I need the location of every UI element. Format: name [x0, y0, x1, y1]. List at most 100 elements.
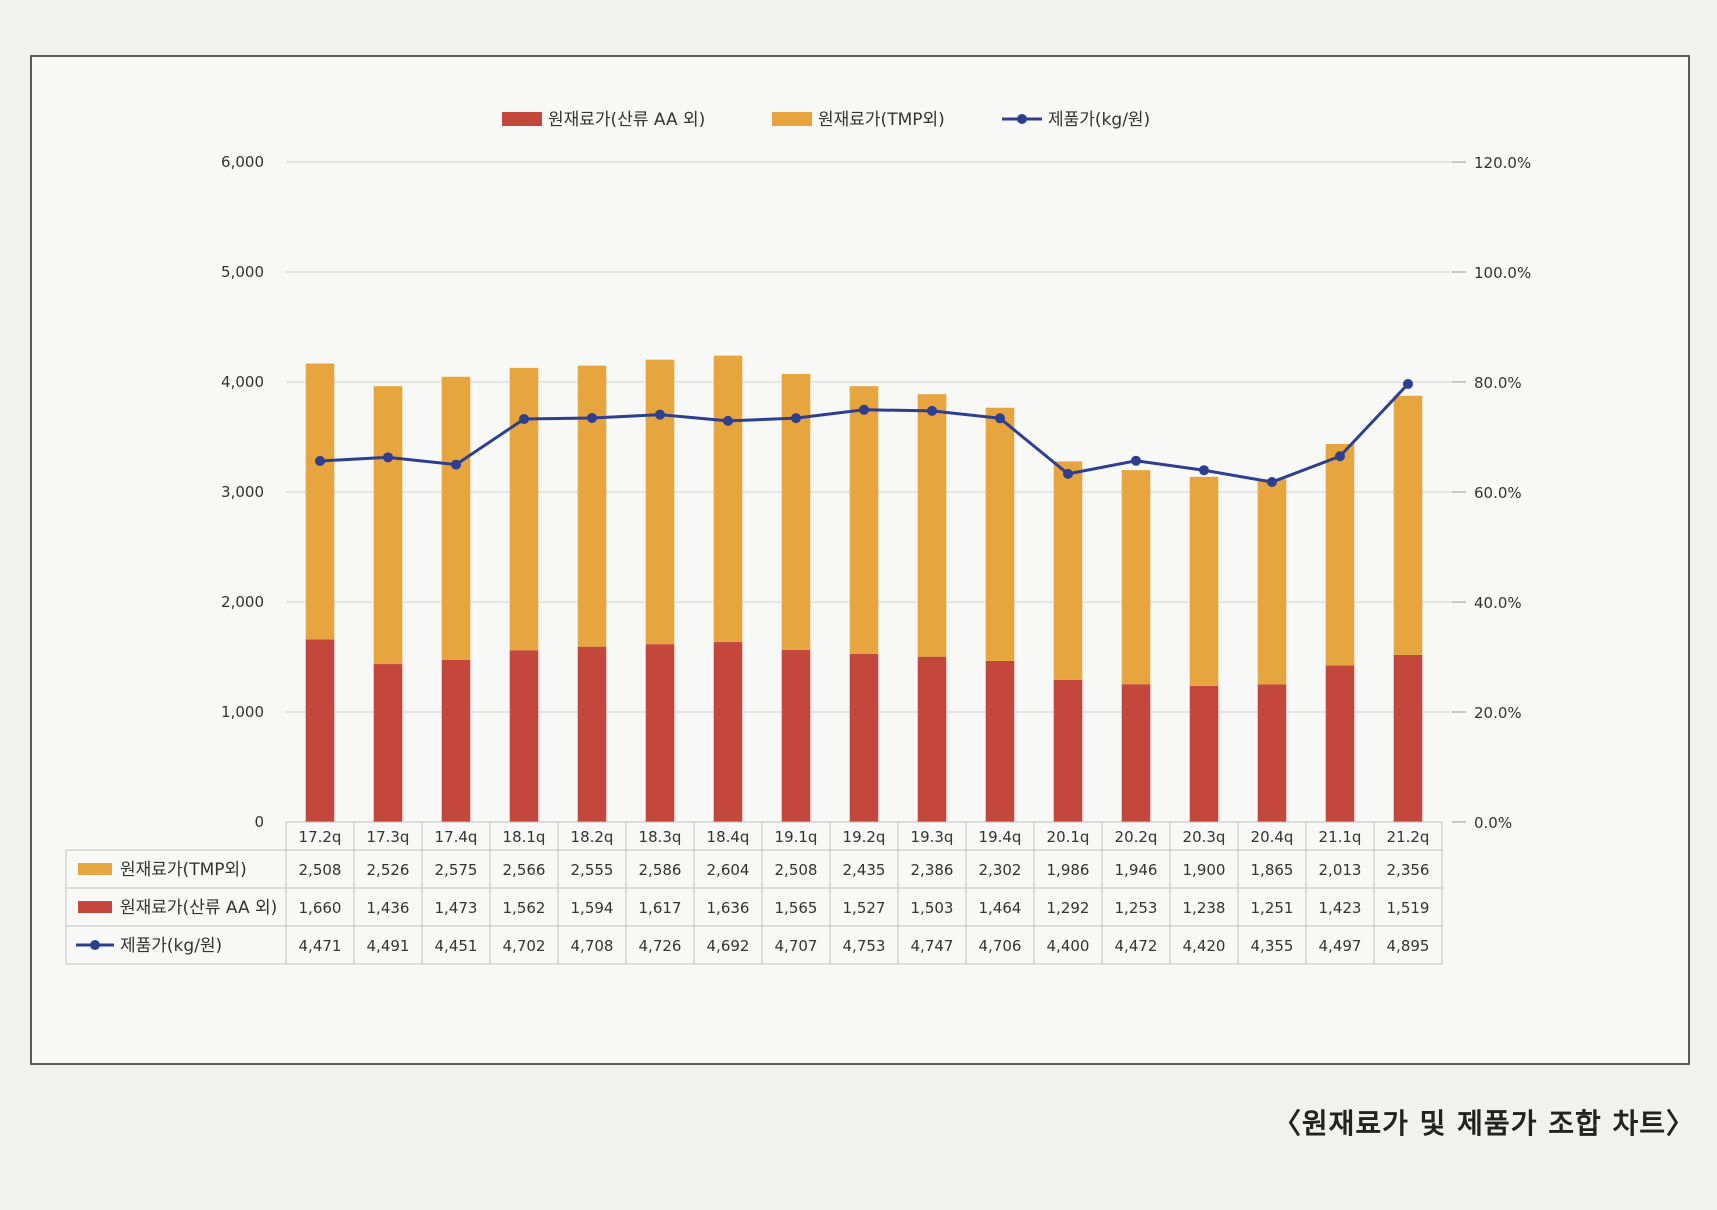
table-cell-value: 1,946 [1115, 861, 1158, 879]
y-right-tick-label: 100.0% [1474, 264, 1531, 282]
y-left-tick-label: 1,000 [221, 703, 264, 721]
price-point [1199, 465, 1209, 476]
price-point [519, 414, 529, 425]
bar-segment [441, 376, 471, 660]
bar-segment [305, 363, 335, 640]
y-right-tick-label: 40.0% [1474, 594, 1522, 612]
table-cell-value: 4,895 [1387, 937, 1430, 955]
table-cell-value: 1,636 [707, 899, 750, 917]
table-cell-value: 1,436 [367, 899, 410, 917]
table-cell-value: 4,692 [707, 937, 750, 955]
y-right-tick-label: 60.0% [1474, 484, 1522, 502]
price-point [1131, 455, 1141, 466]
combo-chart: 0 1,000 2,000 3,000 4,000 5,000 6,000 0.0% 20.0%… [65, 110, 1531, 965]
table-cell-value: 2,386 [911, 861, 954, 879]
bar-segment [1121, 684, 1151, 822]
table-cell-value: 4,726 [639, 937, 682, 955]
category-label: 21.2q [1387, 828, 1430, 846]
table-cell-value: 2,566 [503, 861, 546, 879]
price-point [1063, 468, 1073, 479]
bar-segment [1121, 470, 1151, 685]
bar-segment [1053, 679, 1083, 822]
table-legend-key [90, 940, 100, 950]
table-cell-value: 4,747 [911, 937, 954, 955]
price-point [383, 452, 393, 463]
table-cell-value: 2,526 [367, 861, 410, 879]
y-right-tick-label: 80.0% [1474, 374, 1522, 392]
table-cell-value: 1,660 [299, 899, 342, 917]
table-cell-value: 4,491 [367, 937, 410, 955]
bar-segment [713, 355, 743, 643]
table-cell-value: 2,555 [571, 861, 614, 879]
category-label: 20.2q [1115, 828, 1158, 846]
price-point [791, 413, 801, 424]
bar-segment [1189, 685, 1219, 822]
y-right-tick-label: 0.0% [1474, 814, 1512, 832]
table-cell-value: 1,238 [1183, 899, 1226, 917]
y-left-tick-label: 0 [254, 813, 264, 831]
bar-segment [1053, 461, 1083, 680]
legend-key [1017, 114, 1027, 124]
price-point [859, 404, 869, 415]
table-cell-value: 1,594 [571, 899, 614, 917]
table-cell-value: 2,575 [435, 861, 478, 879]
bar-segment [1393, 654, 1423, 822]
chart-frame: 0 1,000 2,000 3,000 4,000 5,000 6,000 0.0% 20.0%… [30, 55, 1690, 1065]
bar-segment [645, 644, 675, 822]
bar-segment [1257, 684, 1287, 822]
y-left-tick-label: 2,000 [221, 593, 264, 611]
table-cell-value: 4,707 [775, 937, 818, 955]
bar-segment [305, 639, 335, 822]
table-cell-value: 1,900 [1183, 861, 1226, 879]
category-label: 18.4q [707, 828, 750, 846]
category-label: 18.2q [571, 828, 614, 846]
category-label: 19.3q [911, 828, 954, 846]
table-cell-value: 1,617 [639, 899, 682, 917]
table-legend-key [78, 863, 112, 875]
bar-segment [849, 654, 879, 822]
bar-segment [713, 642, 743, 822]
y-right-tick-label: 20.0% [1474, 704, 1522, 722]
table-cell-value: 4,355 [1251, 937, 1294, 955]
table-cell-value: 4,753 [843, 937, 886, 955]
price-point [1335, 451, 1345, 462]
category-label: 18.3q [639, 828, 682, 846]
table-cell-value: 1,865 [1251, 861, 1294, 879]
bar-segment [1257, 479, 1287, 685]
price-point [1267, 477, 1277, 488]
bar-segment [577, 646, 607, 822]
chart-caption: 〈원재료가 및 제품가 조합 차트〉 [1272, 1107, 1695, 1140]
legend-label: 원재료가(산류 AA 외) [548, 110, 705, 130]
table-cell-value: 1,519 [1387, 899, 1430, 917]
table-cell-value: 2,435 [843, 861, 886, 879]
table-series-label: 원재료가(TMP외) [120, 860, 247, 880]
table-cell-value: 1,253 [1115, 899, 1158, 917]
bar-segment [645, 359, 675, 645]
table-cell-value: 4,400 [1047, 937, 1090, 955]
table-cell-value: 1,464 [979, 899, 1022, 917]
price-point [315, 455, 325, 466]
category-label: 20.3q [1183, 828, 1226, 846]
bar-segment [917, 394, 947, 657]
bar-segment [1393, 395, 1423, 655]
table-cell-value: 4,702 [503, 937, 546, 955]
table-cell-value: 2,586 [639, 861, 682, 879]
bar-segment [985, 407, 1015, 661]
bar-segment [1189, 476, 1219, 686]
table-cell-value: 1,986 [1047, 861, 1090, 879]
bar-segment [509, 367, 539, 651]
bar-segment [509, 650, 539, 822]
price-point [655, 409, 665, 420]
bar-segment [373, 386, 403, 665]
table-cell-value: 1,503 [911, 899, 954, 917]
bar-segment [441, 659, 471, 822]
category-label: 17.3q [367, 828, 410, 846]
table-cell-value: 2,508 [299, 861, 342, 879]
table-cell-value: 2,508 [775, 861, 818, 879]
table-cell-value: 2,302 [979, 861, 1022, 879]
category-label: 20.1q [1047, 828, 1090, 846]
price-point [927, 405, 937, 416]
table-cell-value: 1,562 [503, 899, 546, 917]
bar-segment [373, 664, 403, 822]
category-label: 17.4q [435, 828, 478, 846]
